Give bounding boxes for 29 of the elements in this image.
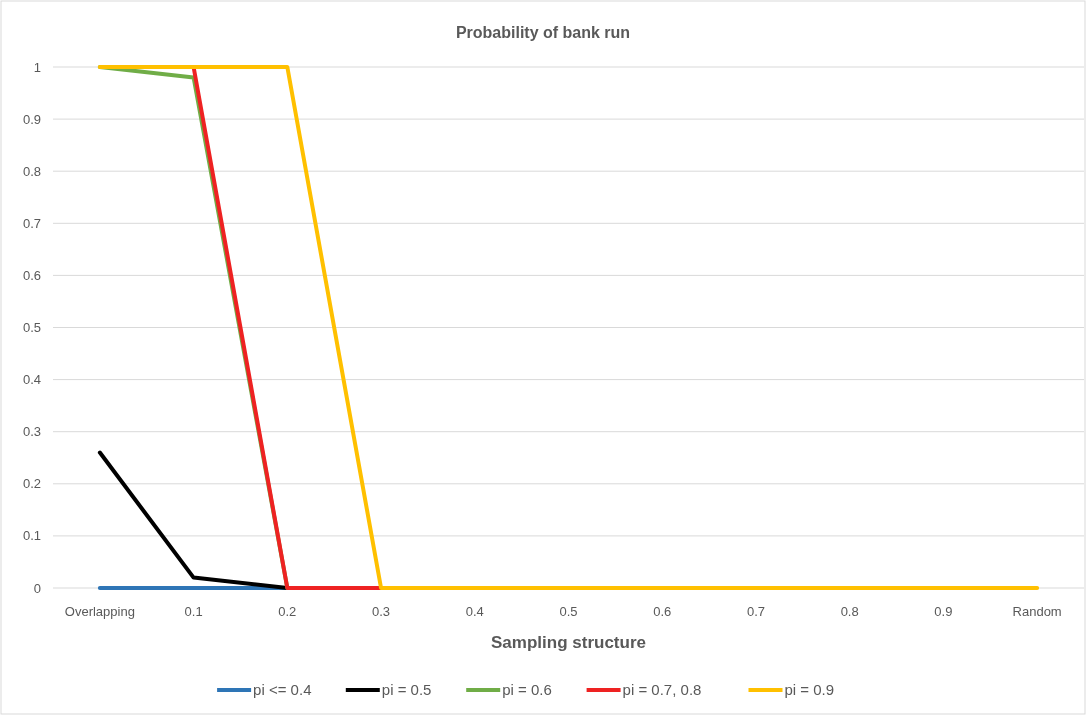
chart-title: Probability of bank run xyxy=(455,24,631,41)
x-tick-label: 0.3 xyxy=(372,603,391,619)
x-tick-label: Random xyxy=(1012,603,1062,619)
legend-label: pi <= 0.4 xyxy=(253,681,312,699)
x-tick-label: 0.1 xyxy=(184,603,203,619)
x-tick-label: 0.2 xyxy=(278,603,297,619)
y-tick-label: 1 xyxy=(33,59,41,75)
x-axis-title: Sampling structure xyxy=(491,633,646,652)
x-tick-label: 0.8 xyxy=(840,603,859,619)
x-tick-label: 0.7 xyxy=(746,603,765,619)
x-tick-label: 0.9 xyxy=(934,603,953,619)
y-tick-label: 0.9 xyxy=(22,111,41,127)
x-tick-label: Overlapping xyxy=(64,603,135,619)
y-tick-label: 0.6 xyxy=(22,267,41,283)
x-tick-label: 0.4 xyxy=(465,603,484,619)
y-tick-label: 0.5 xyxy=(22,320,41,336)
legend-label: pi = 0.7, 0.8 xyxy=(622,681,702,699)
y-tick-label: 0.7 xyxy=(22,215,41,231)
y-tick-label: 0.1 xyxy=(22,528,41,544)
x-tick-label: 0.6 xyxy=(653,603,672,619)
y-tick-label: 0.2 xyxy=(22,476,41,492)
y-tick-label: 0.8 xyxy=(22,163,41,179)
x-tick-label: 0.5 xyxy=(559,603,578,619)
y-tick-label: 0 xyxy=(33,580,41,596)
legend-label: pi = 0.9 xyxy=(784,681,835,699)
legend-label: pi = 0.6 xyxy=(502,681,552,699)
legend-label: pi = 0.5 xyxy=(381,681,432,699)
y-tick-label: 0.3 xyxy=(22,424,41,440)
y-tick-label: 0.4 xyxy=(22,372,41,388)
